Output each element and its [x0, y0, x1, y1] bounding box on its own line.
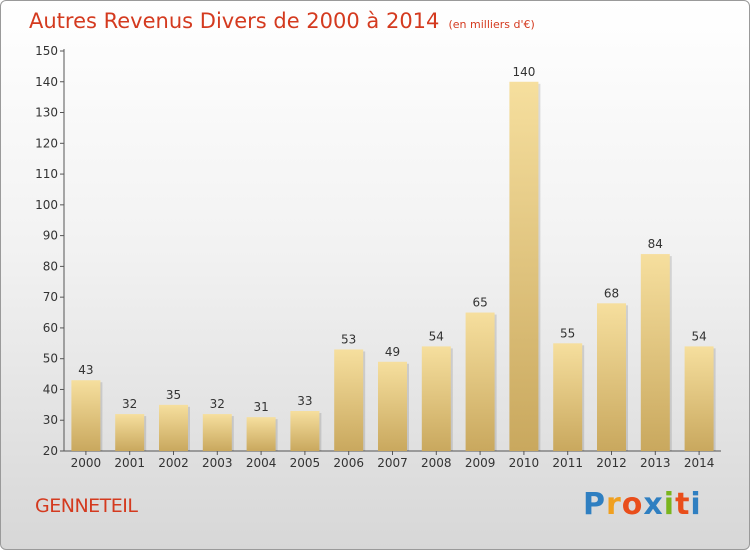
chart-title-text: Autres Revenus Divers de 2000 à 2014 [29, 9, 440, 33]
bar [597, 303, 626, 451]
bar-value-label: 43 [78, 363, 93, 377]
logo-letter: i [690, 487, 702, 522]
x-tick-label: 2009 [465, 456, 496, 470]
y-tick-label: 120 [35, 136, 58, 150]
bar [246, 417, 276, 451]
y-tick-label: 100 [35, 198, 58, 212]
logo-letter: P [583, 487, 606, 522]
logo-letter: t [675, 487, 691, 522]
bar-value-label: 54 [429, 329, 444, 343]
bar [509, 81, 539, 452]
x-tick-label: 2008 [421, 456, 452, 470]
bar [71, 380, 101, 451]
bar [684, 346, 714, 451]
bar-value-label: 32 [210, 397, 225, 411]
x-tick-label: 2011 [552, 456, 583, 470]
bar [334, 349, 364, 451]
x-tick-label: 2000 [71, 456, 102, 470]
bar-value-label: 53 [341, 332, 356, 346]
y-tick-label: 80 [43, 259, 58, 273]
y-tick-label: 70 [43, 290, 58, 304]
y-tick-label: 50 [43, 352, 58, 366]
y-tick-label: 90 [43, 229, 58, 243]
chart-title: Autres Revenus Divers de 2000 à 2014 (en… [29, 9, 535, 33]
bar-value-label: 55 [560, 326, 575, 340]
bar-value-label: 33 [297, 394, 312, 408]
bar [159, 404, 188, 451]
bar-value-label: 31 [253, 400, 268, 414]
y-tick-label: 40 [43, 382, 58, 396]
x-tick-label: 2003 [202, 456, 233, 470]
bar [553, 343, 583, 451]
y-tick-label: 110 [35, 167, 58, 181]
y-tick-label: 60 [43, 321, 58, 335]
bar-value-label: 68 [604, 286, 619, 300]
y-tick-label: 20 [43, 444, 58, 458]
place-name: GENNETEIL [35, 495, 138, 517]
y-tick-label: 30 [43, 413, 58, 427]
x-tick-label: 2005 [290, 456, 321, 470]
bar [421, 346, 451, 451]
y-tick-label: 150 [35, 44, 58, 58]
x-tick-label: 2001 [114, 456, 145, 470]
chart-subtitle: (en milliers d'€) [448, 18, 535, 31]
y-tick-label: 140 [35, 75, 58, 89]
x-tick-label: 2002 [158, 456, 189, 470]
bar [290, 411, 320, 451]
bar-value-label: 35 [166, 388, 181, 402]
bar [202, 414, 232, 451]
x-tick-label: 2006 [333, 456, 364, 470]
x-tick-label: 2014 [684, 456, 715, 470]
logo-letter: o [621, 487, 644, 522]
bar [640, 254, 670, 451]
bar-value-label: 65 [472, 296, 487, 310]
bar [378, 361, 407, 451]
proxiti-logo: Proxiti [583, 487, 702, 522]
bar-value-label: 32 [122, 397, 137, 411]
x-tick-label: 2004 [246, 456, 277, 470]
logo-letter: x [643, 487, 664, 522]
x-tick-label: 2007 [377, 456, 408, 470]
bar-value-label: 84 [648, 237, 663, 251]
bar-value-label: 54 [691, 329, 706, 343]
bar [115, 414, 145, 451]
logo-letter: r [606, 487, 622, 522]
bar-value-label: 140 [512, 65, 535, 79]
x-tick-label: 2010 [509, 456, 540, 470]
bar [465, 312, 495, 451]
x-tick-label: 2012 [596, 456, 627, 470]
x-tick-label: 2013 [640, 456, 671, 470]
logo-letter: i [663, 487, 676, 522]
bar-value-label: 49 [385, 345, 400, 359]
y-tick-label: 130 [35, 106, 58, 120]
